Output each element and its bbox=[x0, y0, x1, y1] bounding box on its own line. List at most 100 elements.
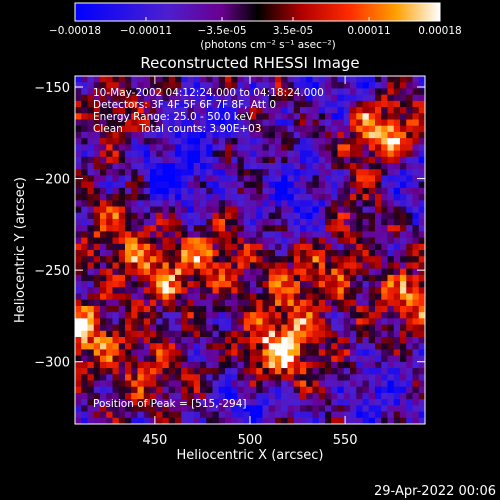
heatmap-cell bbox=[418, 305, 426, 313]
heatmap-cell bbox=[331, 237, 338, 245]
heatmap-cell bbox=[418, 181, 426, 189]
heatmap-cell bbox=[325, 405, 332, 412]
heatmap-cell bbox=[237, 175, 245, 183]
heatmap-cell bbox=[256, 231, 263, 238]
heatmap-cell bbox=[75, 287, 82, 294]
heatmap-cell bbox=[81, 287, 88, 294]
heatmap-cell bbox=[206, 399, 213, 406]
heatmap-cell bbox=[81, 212, 88, 220]
heatmap-cell bbox=[256, 181, 263, 189]
heatmap-cell bbox=[406, 312, 413, 319]
heatmap-cell bbox=[312, 268, 320, 276]
heatmap-cell bbox=[350, 380, 357, 388]
heatmap-cell bbox=[131, 150, 138, 158]
heatmap-cell bbox=[418, 250, 426, 257]
heatmap-cell bbox=[118, 138, 126, 145]
heatmap-cell bbox=[343, 349, 351, 357]
heatmap-cell bbox=[418, 324, 426, 332]
heatmap-cell bbox=[212, 150, 220, 158]
heatmap-cell bbox=[275, 349, 282, 357]
heatmap-cell bbox=[156, 299, 163, 307]
heatmap-cell bbox=[387, 368, 395, 375]
heatmap-cell bbox=[325, 131, 332, 139]
heatmap-cell bbox=[318, 380, 326, 388]
heatmap-cell bbox=[362, 243, 370, 251]
heatmap-cell bbox=[293, 250, 301, 257]
heatmap-cell bbox=[231, 243, 238, 251]
heatmap-cell bbox=[400, 187, 407, 195]
heatmap-cell bbox=[137, 225, 145, 232]
heatmap-cell bbox=[250, 218, 257, 226]
heatmap-cell bbox=[81, 218, 88, 226]
heatmap-cell bbox=[250, 361, 257, 369]
heatmap-cell bbox=[356, 324, 363, 332]
heatmap-cell bbox=[306, 138, 313, 145]
heatmap-cell bbox=[231, 150, 238, 158]
heatmap-cell bbox=[387, 399, 395, 406]
heatmap-cell bbox=[256, 175, 263, 183]
heatmap-cell bbox=[143, 237, 151, 245]
heatmap-cell bbox=[81, 250, 88, 257]
heatmap-cell bbox=[106, 250, 113, 257]
heatmap-cell bbox=[368, 206, 376, 214]
heatmap-cell bbox=[356, 337, 363, 344]
heatmap-cell bbox=[381, 156, 388, 164]
heatmap-cell bbox=[81, 399, 88, 406]
heatmap-cell bbox=[112, 88, 120, 96]
heatmap-cell bbox=[225, 194, 232, 201]
heatmap-cell bbox=[312, 361, 320, 369]
heatmap-cell bbox=[225, 287, 232, 294]
heatmap-cell bbox=[400, 88, 407, 96]
heatmap-cell bbox=[393, 169, 401, 176]
heatmap-cell bbox=[75, 386, 82, 394]
heatmap-cell bbox=[250, 355, 257, 363]
heatmap-cell bbox=[150, 324, 157, 332]
heatmap-cell bbox=[281, 200, 288, 207]
heatmap-cell bbox=[75, 324, 82, 332]
heatmap-cell bbox=[293, 312, 301, 319]
heatmap-cell bbox=[206, 88, 213, 96]
heatmap-cell bbox=[218, 169, 226, 176]
heatmap-cell bbox=[137, 330, 145, 338]
heatmap-cell bbox=[262, 194, 270, 201]
heatmap-cell bbox=[200, 349, 207, 357]
heatmap-cell bbox=[387, 187, 395, 195]
heatmap-cell bbox=[300, 293, 307, 301]
heatmap-cell bbox=[75, 343, 82, 350]
heatmap-cell bbox=[162, 312, 170, 319]
heatmap-cell bbox=[75, 125, 82, 133]
heatmap-cell bbox=[275, 144, 282, 151]
heatmap-cell bbox=[100, 237, 107, 245]
heatmap-cell bbox=[81, 330, 88, 338]
heatmap-cell bbox=[318, 187, 326, 195]
heatmap-cell bbox=[81, 405, 88, 412]
heatmap-cell bbox=[237, 318, 245, 325]
heatmap-cell bbox=[300, 405, 307, 412]
heatmap-cell bbox=[187, 231, 195, 238]
heatmap-cell bbox=[225, 281, 232, 288]
heatmap-cell bbox=[231, 100, 238, 108]
heatmap-cell bbox=[250, 287, 257, 294]
heatmap-cell bbox=[231, 194, 238, 201]
heatmap-cell bbox=[418, 256, 426, 263]
heatmap-cell bbox=[225, 411, 232, 419]
heatmap-cell bbox=[306, 293, 313, 301]
heatmap-cell bbox=[418, 88, 426, 96]
heatmap-cell bbox=[118, 175, 126, 183]
heatmap-cell bbox=[381, 299, 388, 307]
heatmap-cell bbox=[81, 374, 88, 381]
heatmap-cell bbox=[275, 88, 282, 96]
heatmap-cell bbox=[293, 293, 301, 301]
heatmap-cell bbox=[175, 349, 182, 357]
heatmap-cell bbox=[218, 318, 226, 325]
heatmap-cell bbox=[312, 88, 320, 96]
heatmap-cell bbox=[300, 100, 307, 108]
heatmap-cell bbox=[162, 144, 170, 151]
heatmap-cell bbox=[237, 113, 245, 120]
heatmap-cell bbox=[318, 330, 326, 338]
heatmap-cell bbox=[125, 88, 132, 96]
heatmap-cell bbox=[237, 355, 245, 363]
heatmap-cell bbox=[106, 156, 113, 164]
heatmap-cell bbox=[218, 380, 226, 388]
heatmap-cell bbox=[356, 187, 363, 195]
